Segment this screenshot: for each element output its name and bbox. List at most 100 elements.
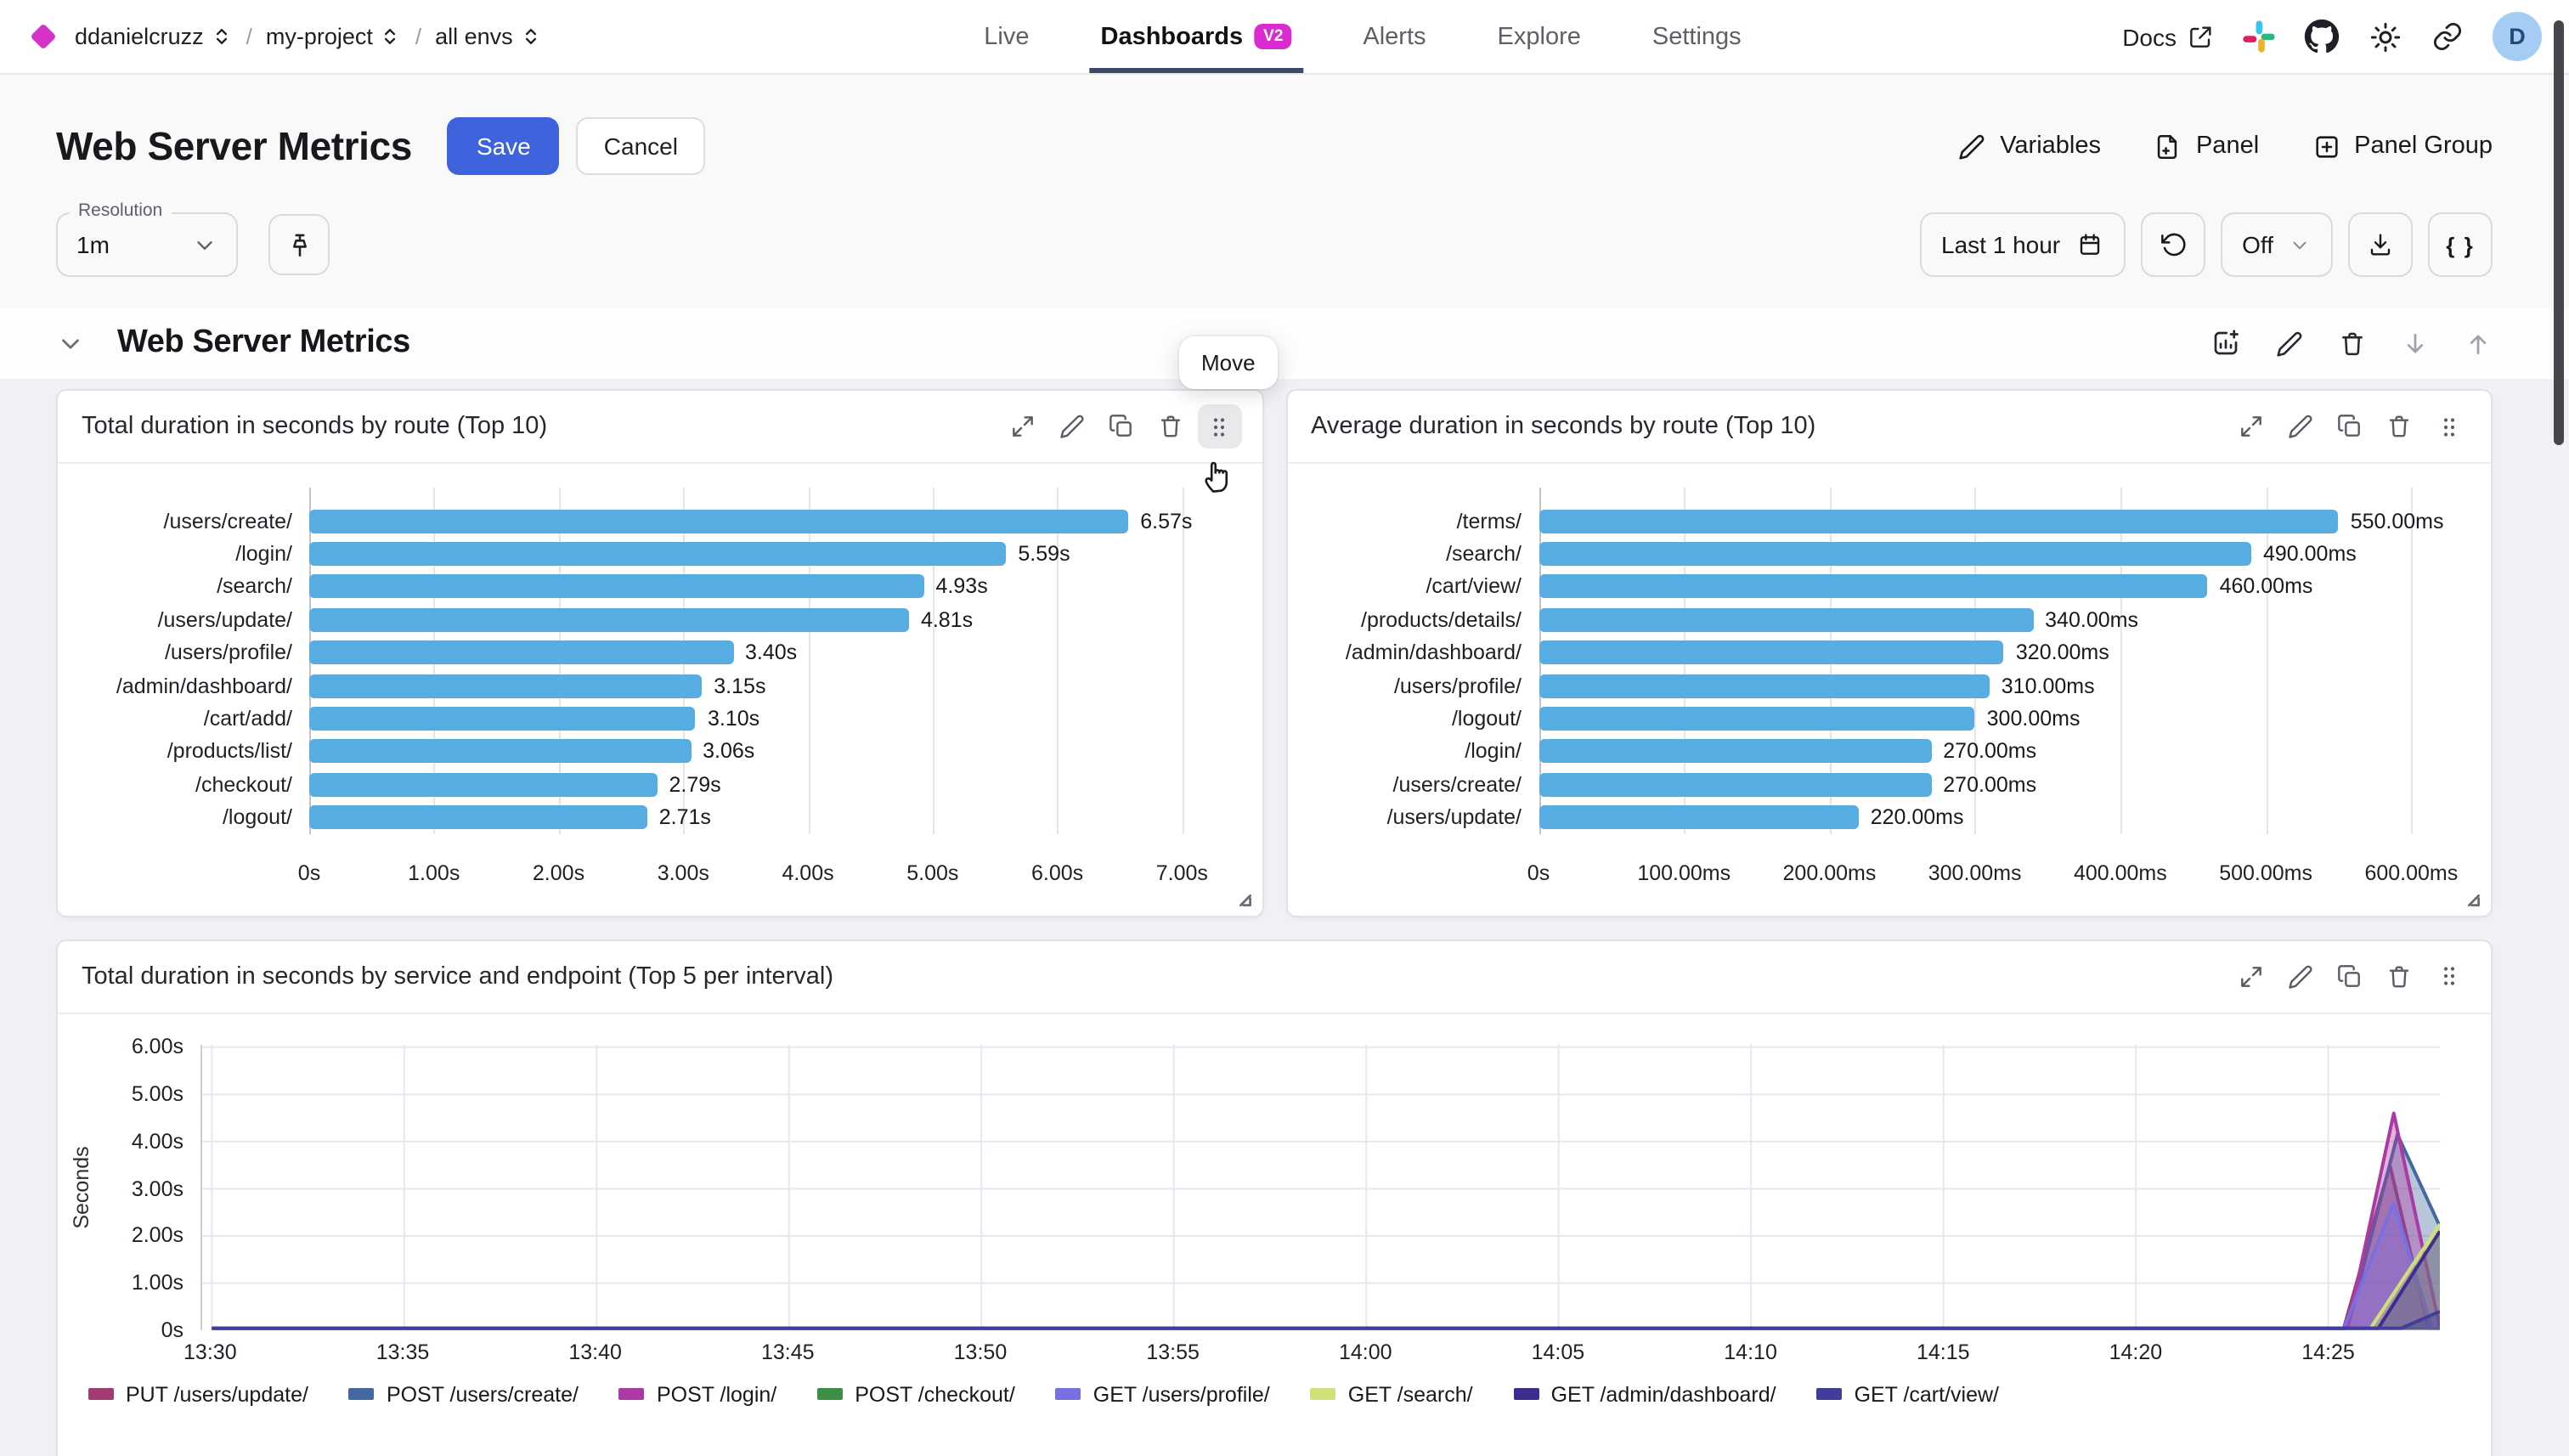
bar[interactable] (309, 674, 703, 698)
add-panel-button[interactable]: Panel (2154, 132, 2259, 161)
duplicate-panel-button[interactable] (2328, 404, 2372, 449)
bar-track: 2.71s (309, 801, 1234, 834)
tab-live[interactable]: Live (977, 0, 1036, 73)
legend-item[interactable]: POST /checkout/ (817, 1383, 1015, 1407)
bar[interactable] (1539, 707, 1975, 731)
tab-alerts[interactable]: Alerts (1356, 0, 1432, 73)
panel-resize-handle[interactable] (2464, 890, 2484, 911)
series-line[interactable] (212, 1134, 2440, 1328)
bar[interactable] (1539, 805, 1859, 830)
bar[interactable] (309, 607, 909, 632)
legend-item[interactable]: GET /search/ (1310, 1383, 1473, 1407)
legend-item[interactable]: GET /users/profile/ (1055, 1383, 1270, 1407)
series-line[interactable] (212, 1203, 2440, 1329)
add-panel-group-button[interactable]: Panel Group (2312, 132, 2493, 161)
json-view-button[interactable]: { } (2428, 212, 2493, 277)
docs-link[interactable]: Docs (2122, 23, 2214, 50)
cancel-button[interactable]: Cancel (576, 117, 705, 175)
resolution-select[interactable]: Resolution 1m (56, 200, 238, 277)
x-tick-label: 0s (297, 861, 321, 885)
edit-panel-button[interactable] (1049, 404, 1093, 449)
add-panel-to-group-button[interactable] (2210, 328, 2241, 358)
chevron-down-icon (2289, 234, 2311, 256)
edit-group-button[interactable] (2275, 329, 2304, 358)
bar-row: /products/details/340.00ms (1287, 603, 2491, 636)
bar[interactable] (309, 805, 647, 830)
theme-toggle-button[interactable] (2369, 20, 2402, 54)
breadcrumb-project-label: my-project (265, 24, 373, 49)
time-controls: Last 1 hour Off { } (1919, 212, 2493, 277)
bar-category-label: /admin/dashboard/ (116, 674, 292, 698)
panel-resize-handle[interactable] (1234, 890, 1255, 911)
bar-value-label: 340.00ms (2045, 607, 2138, 632)
delete-panel-button[interactable] (1148, 404, 1192, 449)
auto-refresh-select[interactable]: Off (2220, 212, 2333, 277)
delete-group-button[interactable] (2338, 329, 2367, 358)
edit-panel-button[interactable] (2278, 955, 2323, 999)
download-button[interactable] (2348, 212, 2413, 277)
bar[interactable] (309, 707, 696, 731)
tab-dashboards[interactable]: Dashboards V2 (1088, 0, 1305, 73)
bar[interactable] (309, 574, 924, 599)
delete-panel-button[interactable] (2377, 404, 2421, 449)
bar-row: /login/270.00ms (1287, 735, 2491, 768)
user-avatar[interactable]: D (2493, 12, 2542, 61)
arrow-up-icon (2464, 329, 2493, 358)
share-link-button[interactable] (2431, 20, 2464, 53)
bar[interactable] (309, 641, 733, 665)
drag-panel-handle[interactable] (2426, 404, 2470, 449)
bar[interactable] (1539, 641, 2004, 665)
bar[interactable] (309, 542, 1007, 567)
page-scrollbar-thumb[interactable] (2554, 20, 2564, 445)
time-range-button[interactable]: Last 1 hour (1919, 212, 2126, 277)
refresh-button[interactable] (2140, 212, 2205, 277)
breadcrumb-org-selector[interactable]: ddanielcruzz (70, 20, 238, 53)
expand-panel-button[interactable] (2229, 955, 2273, 999)
legend-item[interactable]: POST /users/create/ (348, 1383, 579, 1407)
bar[interactable] (309, 739, 692, 764)
delete-panel-button[interactable] (2377, 955, 2421, 999)
save-button[interactable]: Save (447, 117, 560, 175)
series-line[interactable] (212, 1231, 2440, 1328)
bar[interactable] (1539, 739, 1932, 764)
series-line[interactable] (212, 1224, 2440, 1329)
move-group-up-button[interactable] (2464, 329, 2493, 358)
breadcrumb-project-selector[interactable]: my-project (261, 20, 407, 53)
duplicate-panel-button[interactable] (1098, 404, 1143, 449)
legend-swatch (1055, 1388, 1081, 1401)
bar-value-label: 2.71s (658, 805, 711, 830)
bar[interactable] (309, 509, 1129, 533)
series-line[interactable] (212, 1165, 2440, 1328)
bar[interactable] (1539, 574, 2208, 599)
bar[interactable] (309, 772, 658, 797)
tab-explore[interactable]: Explore (1491, 0, 1588, 73)
slack-button[interactable] (2243, 20, 2275, 53)
series-line[interactable] (212, 1113, 2440, 1328)
bar[interactable] (1539, 607, 2034, 632)
variables-button[interactable]: Variables (1957, 132, 2101, 161)
duplicate-panel-button[interactable] (2328, 955, 2372, 999)
pin-resolution-button[interactable] (268, 214, 330, 275)
github-button[interactable] (2304, 19, 2340, 54)
legend-item[interactable]: GET /admin/dashboard/ (1513, 1383, 1776, 1407)
drag-panel-handle[interactable] (2426, 955, 2470, 999)
bar[interactable] (1539, 674, 1990, 698)
bar-track: 3.40s (309, 636, 1234, 669)
drag-panel-handle[interactable] (1197, 404, 1241, 449)
expand-panel-button[interactable] (1000, 404, 1044, 449)
edit-panel-button[interactable] (2278, 404, 2323, 449)
collapse-group-button[interactable] (56, 329, 85, 358)
bar[interactable] (1539, 772, 1932, 797)
legend-item[interactable]: PUT /users/update/ (88, 1383, 308, 1407)
expand-panel-button[interactable] (2229, 404, 2273, 449)
breadcrumb-env-label: all envs (435, 24, 513, 49)
legend-item[interactable]: POST /login/ (618, 1383, 776, 1407)
bar[interactable] (1539, 542, 2251, 567)
move-group-down-button[interactable] (2401, 329, 2430, 358)
legend-item[interactable]: GET /cart/view/ (1816, 1383, 1999, 1407)
tab-settings[interactable]: Settings (1646, 0, 1748, 73)
bar[interactable] (1539, 509, 2339, 533)
series-line[interactable] (212, 1312, 2440, 1329)
breadcrumb-env-selector[interactable]: all envs (430, 20, 547, 53)
hand-cursor (1196, 452, 1240, 496)
